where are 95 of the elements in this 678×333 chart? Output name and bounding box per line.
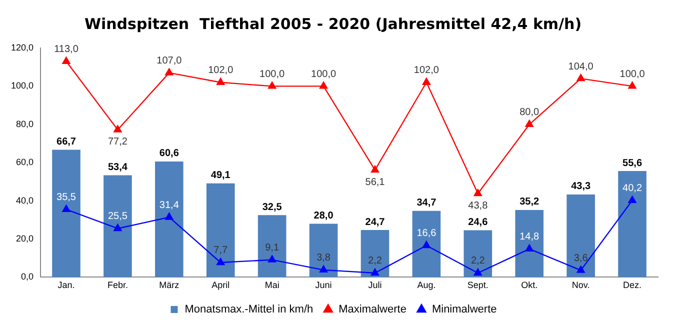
data-label: 32,5	[262, 202, 282, 213]
bar	[52, 150, 80, 278]
point	[525, 244, 534, 252]
data-label: 53,4	[108, 162, 128, 173]
data-label: 14,8	[520, 232, 540, 243]
data-label: 28,0	[314, 210, 334, 222]
data-label: 102,0	[208, 65, 234, 76]
data-label: 49,1	[210, 170, 231, 182]
data-label: 24,6	[468, 216, 488, 228]
x-tick-label: Dez.	[623, 280, 642, 290]
x-tick-label: Sept.	[467, 280, 488, 290]
bar	[155, 161, 184, 278]
bar	[618, 171, 646, 278]
data-label: 43,3	[571, 181, 591, 192]
data-label: 107,0	[156, 56, 182, 67]
data-label: 31,4	[159, 200, 180, 211]
point	[114, 224, 122, 232]
bar	[360, 230, 390, 278]
legend-label: Minimalwerte	[432, 304, 497, 316]
data-label: 7,7	[214, 245, 228, 256]
point	[268, 255, 276, 262]
data-label: 25,5	[108, 211, 128, 222]
point	[319, 265, 328, 273]
data-label: 2,2	[368, 256, 382, 267]
y-tick-label: 100,0	[10, 80, 34, 91]
x-tick-label: Febr.	[107, 280, 128, 290]
point	[216, 78, 225, 85]
x-tick-label: Mai	[264, 280, 280, 290]
data-label: 66,7	[56, 136, 76, 148]
data-label: 40,2	[622, 183, 642, 194]
data-label: 104,0	[568, 61, 594, 72]
data-label: 77,2	[108, 136, 128, 148]
data-label: 9,1	[265, 242, 280, 254]
y-tick-label: 20,0	[16, 233, 34, 244]
data-label: 24,7	[365, 216, 386, 228]
legend-label: Maximalwerte	[338, 304, 406, 316]
data-label: 3,8	[316, 252, 331, 264]
y-tick-label: 40,0	[16, 195, 34, 206]
data-label: 56,1	[365, 176, 386, 188]
legend-label: Monatsmax.-Mittel in km/h	[184, 304, 314, 316]
point	[370, 268, 380, 276]
data-label: 100,0	[311, 68, 336, 80]
data-label: 35,2	[520, 196, 540, 208]
bar	[464, 230, 492, 278]
point	[576, 266, 585, 273]
y-tick-label: 60,0	[16, 157, 34, 168]
x-tick-label: Okt.	[521, 280, 538, 290]
bar	[104, 175, 132, 278]
bar	[206, 183, 235, 278]
point	[62, 56, 70, 64]
data-label: 2,2	[470, 256, 486, 267]
point	[319, 82, 328, 89]
y-tick-label: 80,0	[16, 118, 34, 129]
x-tick-label: April	[212, 280, 230, 290]
x-tick-label: Aug.	[417, 280, 436, 290]
y-tick-label: 0,0	[21, 272, 34, 282]
point	[62, 204, 70, 212]
point	[216, 258, 225, 266]
data-label: 60,6	[159, 148, 180, 160]
point	[268, 82, 276, 89]
point	[165, 68, 174, 76]
data-label: 16,6	[416, 228, 437, 240]
point	[422, 240, 431, 248]
point	[628, 196, 636, 204]
data-label: 100,0	[620, 68, 646, 80]
x-tick-label: März	[159, 280, 180, 290]
chart-title: Windspitzen Tiefthal 2005 - 2020 (Jahresmittel 42,4 km/h)	[84, 14, 582, 33]
data-label: 3,6	[574, 253, 588, 264]
x-tick-label: Juni	[315, 280, 332, 290]
bar	[566, 194, 595, 278]
bar	[258, 215, 286, 278]
point	[422, 78, 431, 85]
data-label: 113,0	[54, 44, 79, 56]
point	[474, 268, 482, 276]
point	[165, 212, 174, 220]
x-tick-label: Juli	[368, 280, 382, 290]
data-label: 80,0	[520, 107, 540, 118]
x-tick-label: Nov.	[572, 280, 590, 290]
data-label: 100,0	[260, 68, 286, 80]
data-label: 43,8	[468, 200, 488, 212]
y-tick-label: 120,0	[10, 42, 34, 52]
bar	[515, 210, 544, 278]
data-label: 35,5	[56, 192, 76, 204]
point	[628, 82, 636, 89]
point	[370, 165, 380, 173]
point	[474, 188, 482, 196]
point	[114, 125, 122, 132]
data-label: 102,0	[414, 65, 440, 76]
x-tick-label: Jan.	[58, 280, 75, 290]
bar	[309, 224, 338, 278]
data-label: 55,6	[622, 158, 642, 169]
bar	[412, 210, 441, 278]
data-label: 34,7	[416, 198, 437, 209]
point	[576, 74, 585, 82]
point	[525, 120, 534, 127]
